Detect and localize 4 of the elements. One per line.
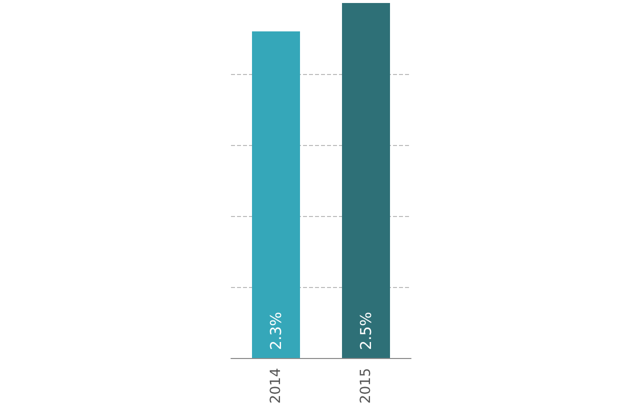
data-label: 2.5%	[357, 312, 375, 350]
x-tick-label: 2015	[358, 368, 374, 404]
data-label: 2.3%	[267, 312, 285, 350]
x-tick-label: 2014	[268, 368, 284, 404]
